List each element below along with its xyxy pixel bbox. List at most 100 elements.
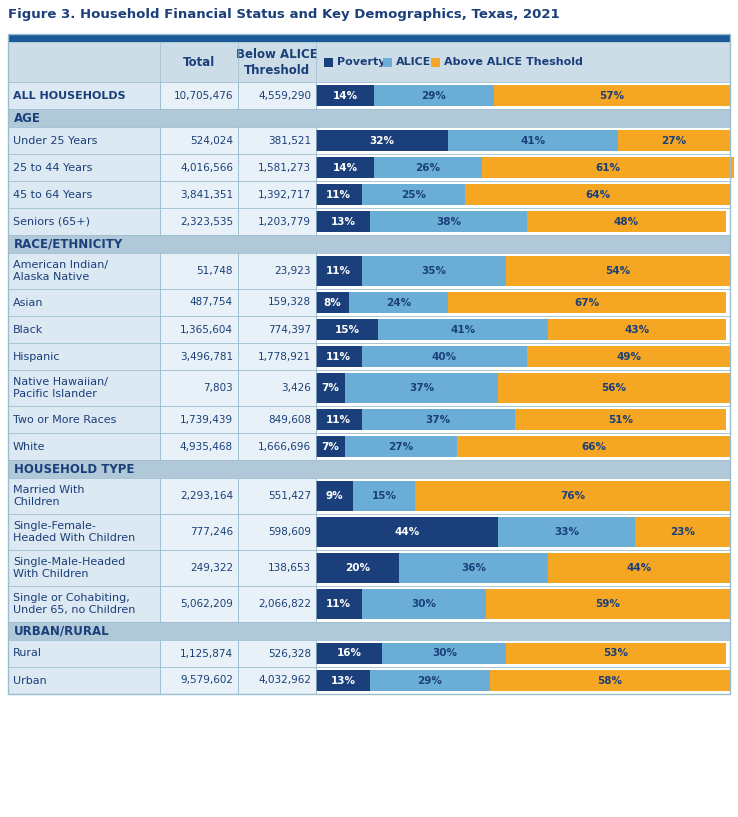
Bar	[316, 640, 730, 667]
Bar	[238, 433, 316, 460]
Bar	[316, 406, 730, 433]
Bar	[8, 640, 730, 667]
Bar	[160, 316, 238, 343]
Text: 20%: 20%	[345, 563, 370, 573]
Text: 51%: 51%	[608, 414, 632, 425]
Bar	[362, 589, 486, 619]
Bar	[238, 478, 316, 514]
Bar	[370, 670, 490, 691]
Text: 57%: 57%	[599, 91, 624, 100]
Bar	[160, 370, 238, 406]
Text: 3,841,351: 3,841,351	[180, 190, 233, 199]
Bar	[316, 553, 399, 583]
Text: 9%: 9%	[325, 491, 343, 501]
Bar	[399, 553, 548, 583]
Bar	[8, 406, 730, 433]
Text: 67%: 67%	[575, 297, 600, 307]
Text: Poverty: Poverty	[337, 57, 385, 67]
Bar	[238, 406, 316, 433]
Bar	[548, 319, 726, 340]
Text: 849,608: 849,608	[268, 414, 311, 425]
Text: 23%: 23%	[670, 527, 695, 537]
Bar	[160, 154, 238, 181]
Bar	[527, 346, 730, 367]
Bar	[316, 184, 362, 205]
Text: Under 25 Years: Under 25 Years	[13, 136, 97, 145]
Text: 76%: 76%	[560, 491, 585, 501]
Bar	[238, 586, 316, 622]
Bar	[370, 211, 527, 232]
Bar	[160, 343, 238, 370]
Text: 3,426: 3,426	[281, 383, 311, 393]
Bar	[316, 667, 730, 694]
Bar	[316, 256, 362, 286]
Bar	[8, 154, 730, 181]
Bar	[238, 514, 316, 550]
Bar	[316, 478, 730, 514]
Bar	[465, 184, 730, 205]
Bar	[324, 57, 333, 66]
Bar	[316, 481, 354, 511]
Text: 27%: 27%	[661, 136, 686, 145]
Text: 1,778,921: 1,778,921	[258, 351, 311, 361]
Text: 11%: 11%	[326, 599, 351, 609]
Bar	[415, 481, 730, 511]
Bar	[514, 409, 726, 430]
Bar	[160, 208, 238, 235]
Bar	[316, 157, 374, 178]
Text: 138,653: 138,653	[268, 563, 311, 573]
Text: 4,935,468: 4,935,468	[180, 441, 233, 452]
Text: 526,328: 526,328	[268, 649, 311, 659]
Bar	[238, 82, 316, 109]
Text: 10,705,476: 10,705,476	[173, 91, 233, 100]
Text: 11%: 11%	[326, 414, 351, 425]
Bar	[238, 253, 316, 289]
Bar	[316, 343, 730, 370]
Text: 54%: 54%	[606, 266, 631, 276]
Text: 7,803: 7,803	[203, 383, 233, 393]
Text: 41%: 41%	[521, 136, 546, 145]
Text: URBAN/RURAL: URBAN/RURAL	[14, 624, 110, 637]
Text: 44%: 44%	[394, 527, 420, 537]
Text: 45 to 64 Years: 45 to 64 Years	[13, 190, 92, 199]
Bar	[316, 550, 730, 586]
Text: 49%: 49%	[616, 351, 641, 361]
Bar	[8, 181, 730, 208]
Bar	[316, 346, 362, 367]
Bar	[498, 373, 730, 403]
Text: 11%: 11%	[326, 351, 351, 361]
Text: 4,032,962: 4,032,962	[258, 676, 311, 685]
Bar	[316, 289, 730, 316]
Text: 1,581,273: 1,581,273	[258, 163, 311, 172]
Text: RACE/ETHNICITY: RACE/ETHNICITY	[14, 238, 123, 251]
Bar	[238, 154, 316, 181]
Bar	[160, 433, 238, 460]
Bar	[160, 289, 238, 316]
Text: Hispanic: Hispanic	[13, 351, 61, 361]
Bar	[378, 319, 548, 340]
Text: 15%: 15%	[372, 491, 397, 501]
Text: 43%: 43%	[624, 324, 649, 334]
Bar	[316, 670, 370, 691]
Bar	[506, 643, 726, 664]
Bar	[316, 586, 730, 622]
Bar	[238, 550, 316, 586]
Bar	[238, 667, 316, 694]
Text: 14%: 14%	[332, 91, 357, 100]
Text: American Indian/
Alaska Native: American Indian/ Alaska Native	[13, 260, 108, 282]
Text: 4,016,566: 4,016,566	[180, 163, 233, 172]
Text: 37%: 37%	[426, 414, 451, 425]
Bar	[316, 82, 730, 109]
Bar	[316, 127, 730, 154]
Bar	[8, 34, 730, 42]
Bar	[8, 253, 730, 289]
Bar	[482, 157, 734, 178]
Bar	[382, 643, 506, 664]
Bar	[316, 433, 730, 460]
Bar	[316, 85, 374, 106]
Bar	[8, 42, 730, 82]
Text: 381,521: 381,521	[268, 136, 311, 145]
Bar	[449, 292, 726, 313]
Text: 30%: 30%	[411, 599, 436, 609]
Bar	[160, 406, 238, 433]
